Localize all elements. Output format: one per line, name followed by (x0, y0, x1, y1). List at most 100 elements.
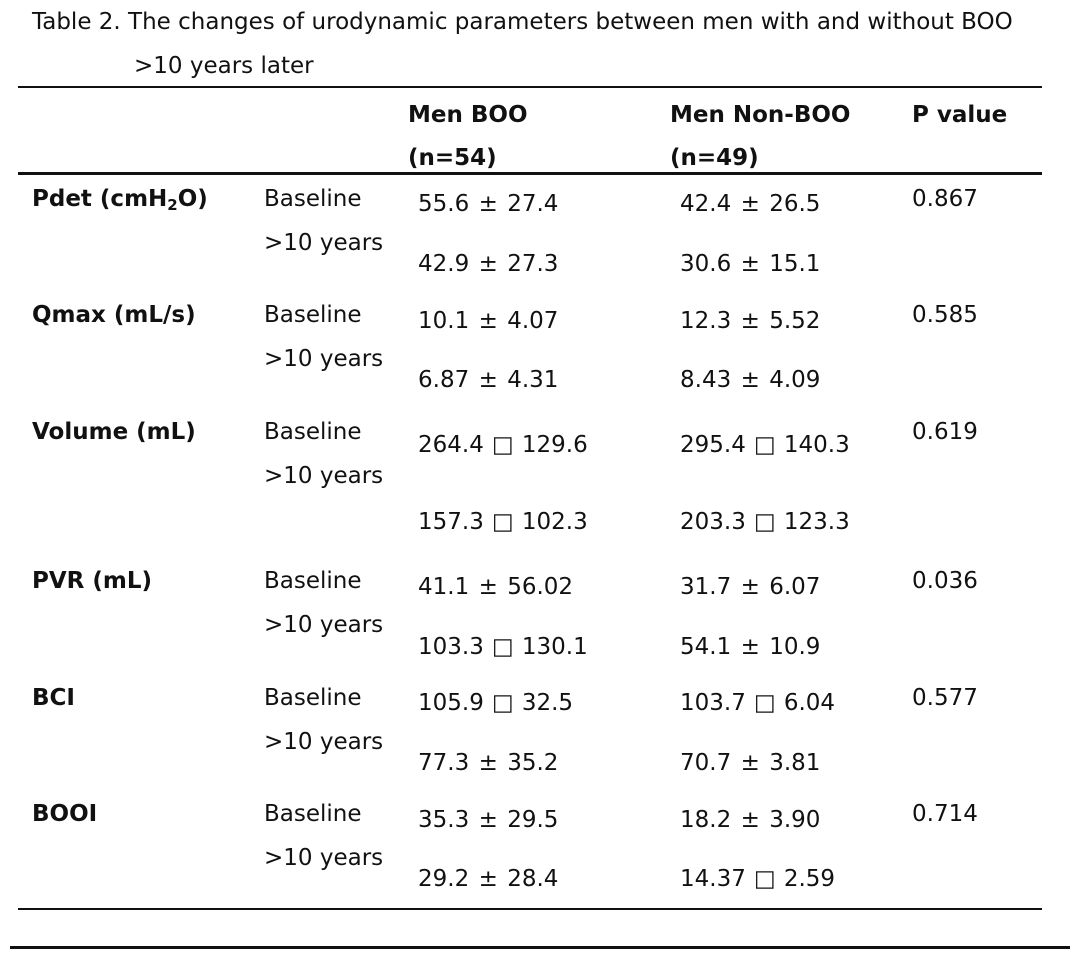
plus-minus: □ (753, 432, 776, 458)
mean: 103.3 (418, 634, 484, 660)
sd: 129.6 (521, 432, 588, 458)
pdet-suffix: O) (177, 186, 208, 212)
time-later: >10 years (264, 729, 384, 755)
sd: 4.09 (769, 367, 821, 393)
plus-minus: □ (491, 634, 514, 660)
mean: 8.43 (680, 367, 732, 393)
p-value: 0.867 (912, 186, 978, 212)
sd: 56.02 (507, 574, 574, 600)
time-baseline: Baseline (264, 568, 362, 594)
mean: 70.7 (680, 750, 732, 776)
time-baseline: Baseline (264, 186, 362, 212)
plus-minus: ± (478, 251, 498, 277)
plus-minus: □ (491, 690, 514, 716)
boo-baseline-value: 55.6 ±27.4 (418, 183, 558, 226)
plus-minus: ± (740, 191, 760, 217)
mean: 105.9 (418, 690, 484, 716)
p-value: 0.619 (912, 419, 978, 445)
mean: 42.9 (418, 251, 470, 277)
row-param-bci: BCI (32, 685, 75, 711)
mean: 30.6 (680, 251, 732, 277)
sd: 6.04 (783, 690, 836, 716)
header-men-non-boo-n: (n=49) (670, 145, 759, 171)
p-value: 0.714 (912, 801, 978, 827)
row-param-volume: Volume (mL) (32, 419, 196, 445)
sd: 35.2 (507, 750, 559, 776)
time-later: >10 years (264, 346, 384, 372)
page-footer-rule (10, 946, 1070, 949)
header-men-boo-label: Men BOO (408, 102, 528, 128)
sd: 27.4 (507, 191, 559, 217)
sd: 3.90 (769, 807, 821, 833)
boo-later-value: 77.3 ±35.2 (418, 742, 558, 785)
time-later: >10 years (264, 612, 384, 638)
sd: 130.1 (521, 634, 588, 660)
header-men-non-boo: Men Non-BOO (n=49) (670, 94, 850, 180)
mean: 42.4 (680, 191, 732, 217)
row-param-qmax: Qmax (mL/s) (32, 302, 196, 328)
boo-baseline-value: 105.9 □ 32.5 (418, 682, 573, 725)
non-boo-baseline-value: 42.4 ±26.5 (680, 183, 820, 226)
sd: 5.52 (769, 308, 821, 334)
plus-minus: ± (740, 308, 760, 334)
mean: 29.2 (418, 866, 470, 892)
sd: 29.5 (507, 807, 559, 833)
row-param-pvr: PVR (mL) (32, 568, 153, 594)
boo-later-value: 103.3 □ 130.1 (418, 626, 588, 669)
sd: 32.5 (521, 690, 574, 716)
caption-line-2: >10 years later (134, 53, 314, 79)
plus-minus: ± (478, 191, 498, 217)
mean: 35.3 (418, 807, 470, 833)
non-boo-later-value: 30.6 ±15.1 (680, 243, 820, 286)
sd: 102.3 (521, 509, 588, 535)
header-p-value: P value (912, 94, 1007, 137)
plus-minus: ± (740, 634, 760, 660)
p-value: 0.585 (912, 302, 978, 328)
non-boo-later-value: 54.1 ±10.9 (680, 626, 820, 669)
time-later: >10 years (264, 845, 384, 871)
plus-minus: ± (478, 574, 498, 600)
time-baseline: Baseline (264, 685, 362, 711)
mean: 31.7 (680, 574, 732, 600)
time-baseline: Baseline (264, 419, 362, 445)
non-boo-later-value: 14.37 □ 2.59 (680, 858, 835, 901)
time-baseline: Baseline (264, 302, 362, 328)
non-boo-baseline-value: 31.7 ±6.07 (680, 566, 820, 609)
boo-later-value: 29.2 ±28.4 (418, 858, 558, 901)
non-boo-baseline-value: 18.2 ±3.90 (680, 799, 820, 842)
plus-minus: □ (491, 509, 514, 535)
sd: 26.5 (769, 191, 821, 217)
table-top-rule (18, 86, 1042, 88)
row-param-pdet: Pdet (cmH2O) (32, 178, 208, 221)
sd: 3.81 (769, 750, 821, 776)
plus-minus: ± (478, 367, 498, 393)
non-boo-baseline-value: 295.4 □ 140.3 (680, 424, 850, 467)
time-later: >10 years (264, 230, 384, 256)
plus-minus: ± (478, 807, 498, 833)
header-men-non-boo-label: Men Non-BOO (670, 102, 851, 128)
boo-baseline-value: 41.1 ±56.02 (418, 566, 573, 609)
pdet-prefix: Pdet (cmH (32, 186, 168, 212)
header-men-boo-n: (n=54) (408, 145, 497, 171)
plus-minus: ± (740, 807, 760, 833)
p-value: 0.577 (912, 685, 978, 711)
sd: 10.9 (769, 634, 821, 660)
plus-minus: □ (753, 509, 776, 535)
mean: 77.3 (418, 750, 470, 776)
plus-minus: □ (491, 432, 514, 458)
boo-baseline-value: 35.3 ±29.5 (418, 799, 558, 842)
boo-baseline-value: 10.1 ±4.07 (418, 300, 558, 343)
boo-later-value: 42.9 ±27.3 (418, 243, 558, 286)
sd: 123.3 (783, 509, 850, 535)
mean: 264.4 (418, 432, 484, 458)
header-p-value-label: P value (912, 102, 1008, 128)
mean: 18.2 (680, 807, 732, 833)
mean: 157.3 (418, 509, 484, 535)
table-caption: Table 2. The changes of urodynamic param… (32, 6, 1013, 82)
boo-later-value: 6.87 ±4.31 (418, 359, 558, 402)
sd: 140.3 (783, 432, 850, 458)
sd: 27.3 (507, 251, 559, 277)
mean: 203.3 (680, 509, 746, 535)
mean: 41.1 (418, 574, 470, 600)
mean: 10.1 (418, 308, 470, 334)
